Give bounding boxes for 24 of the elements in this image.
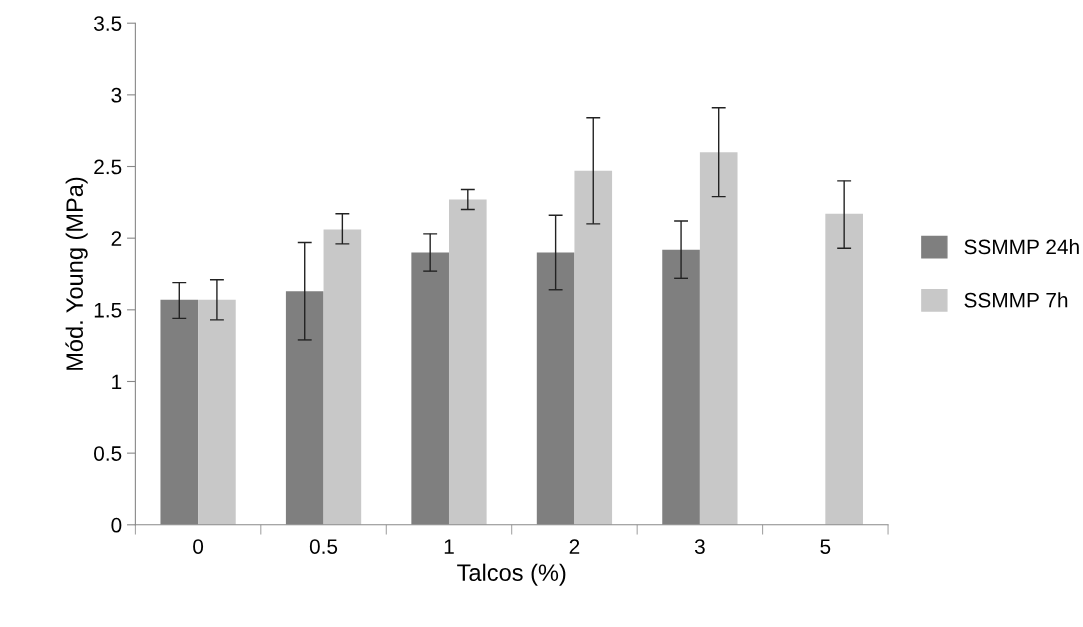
x-tick-label: 0.5 [309,539,338,554]
y-tick-label: 1 [112,374,122,390]
legend-label: SSMMP 24h [964,238,1079,255]
bar [448,199,487,525]
x-tick-label: 0 [193,539,204,554]
y-tick-label: 3.5 [94,16,122,31]
y-tick-label: 2.5 [94,159,122,175]
bar [323,229,362,525]
bar [825,213,863,525]
y-tick-label: 3 [111,87,122,103]
x-tick-label: 5 [820,539,831,554]
y-axis-title: Mód. Young (MPa) [65,177,88,370]
y-tick-label: 0 [111,517,122,533]
y-tick-label: 2 [111,231,122,246]
bar [198,299,236,525]
x-tick-label: 1 [444,539,454,554]
bar [574,170,613,525]
y-tick-label: 0.5 [94,446,122,461]
x-axis-title: Talcos (%) [457,563,566,586]
bar [699,152,738,525]
legend-label: SSMMP 7h [964,292,1068,308]
x-tick-label: 3 [694,539,705,554]
x-tick-label: 2 [569,539,580,554]
y-tick-label: 1.5 [94,303,122,318]
